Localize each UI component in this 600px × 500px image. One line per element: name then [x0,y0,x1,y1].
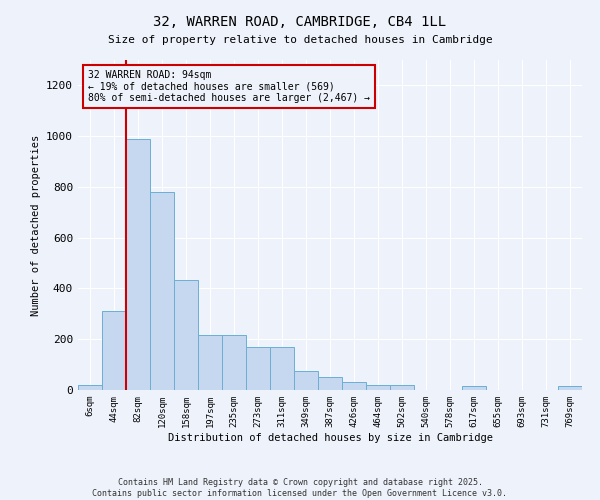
Bar [366,385,390,390]
Bar [198,334,222,390]
Y-axis label: Number of detached properties: Number of detached properties [31,134,41,316]
Bar [246,347,270,390]
Bar [126,138,150,390]
Bar [294,371,318,390]
Bar [174,280,198,390]
Bar [558,386,582,390]
Bar [342,382,366,390]
Bar [222,334,246,390]
Bar [318,378,342,390]
X-axis label: Distribution of detached houses by size in Cambridge: Distribution of detached houses by size … [167,432,493,442]
Bar [390,385,414,390]
Bar [462,386,486,390]
Bar [270,347,294,390]
Bar [150,192,174,390]
Bar [102,312,126,390]
Bar [78,385,102,390]
Text: 32 WARREN ROAD: 94sqm
← 19% of detached houses are smaller (569)
80% of semi-det: 32 WARREN ROAD: 94sqm ← 19% of detached … [88,70,370,103]
Text: Contains HM Land Registry data © Crown copyright and database right 2025.
Contai: Contains HM Land Registry data © Crown c… [92,478,508,498]
Text: 32, WARREN ROAD, CAMBRIDGE, CB4 1LL: 32, WARREN ROAD, CAMBRIDGE, CB4 1LL [154,15,446,29]
Text: Size of property relative to detached houses in Cambridge: Size of property relative to detached ho… [107,35,493,45]
